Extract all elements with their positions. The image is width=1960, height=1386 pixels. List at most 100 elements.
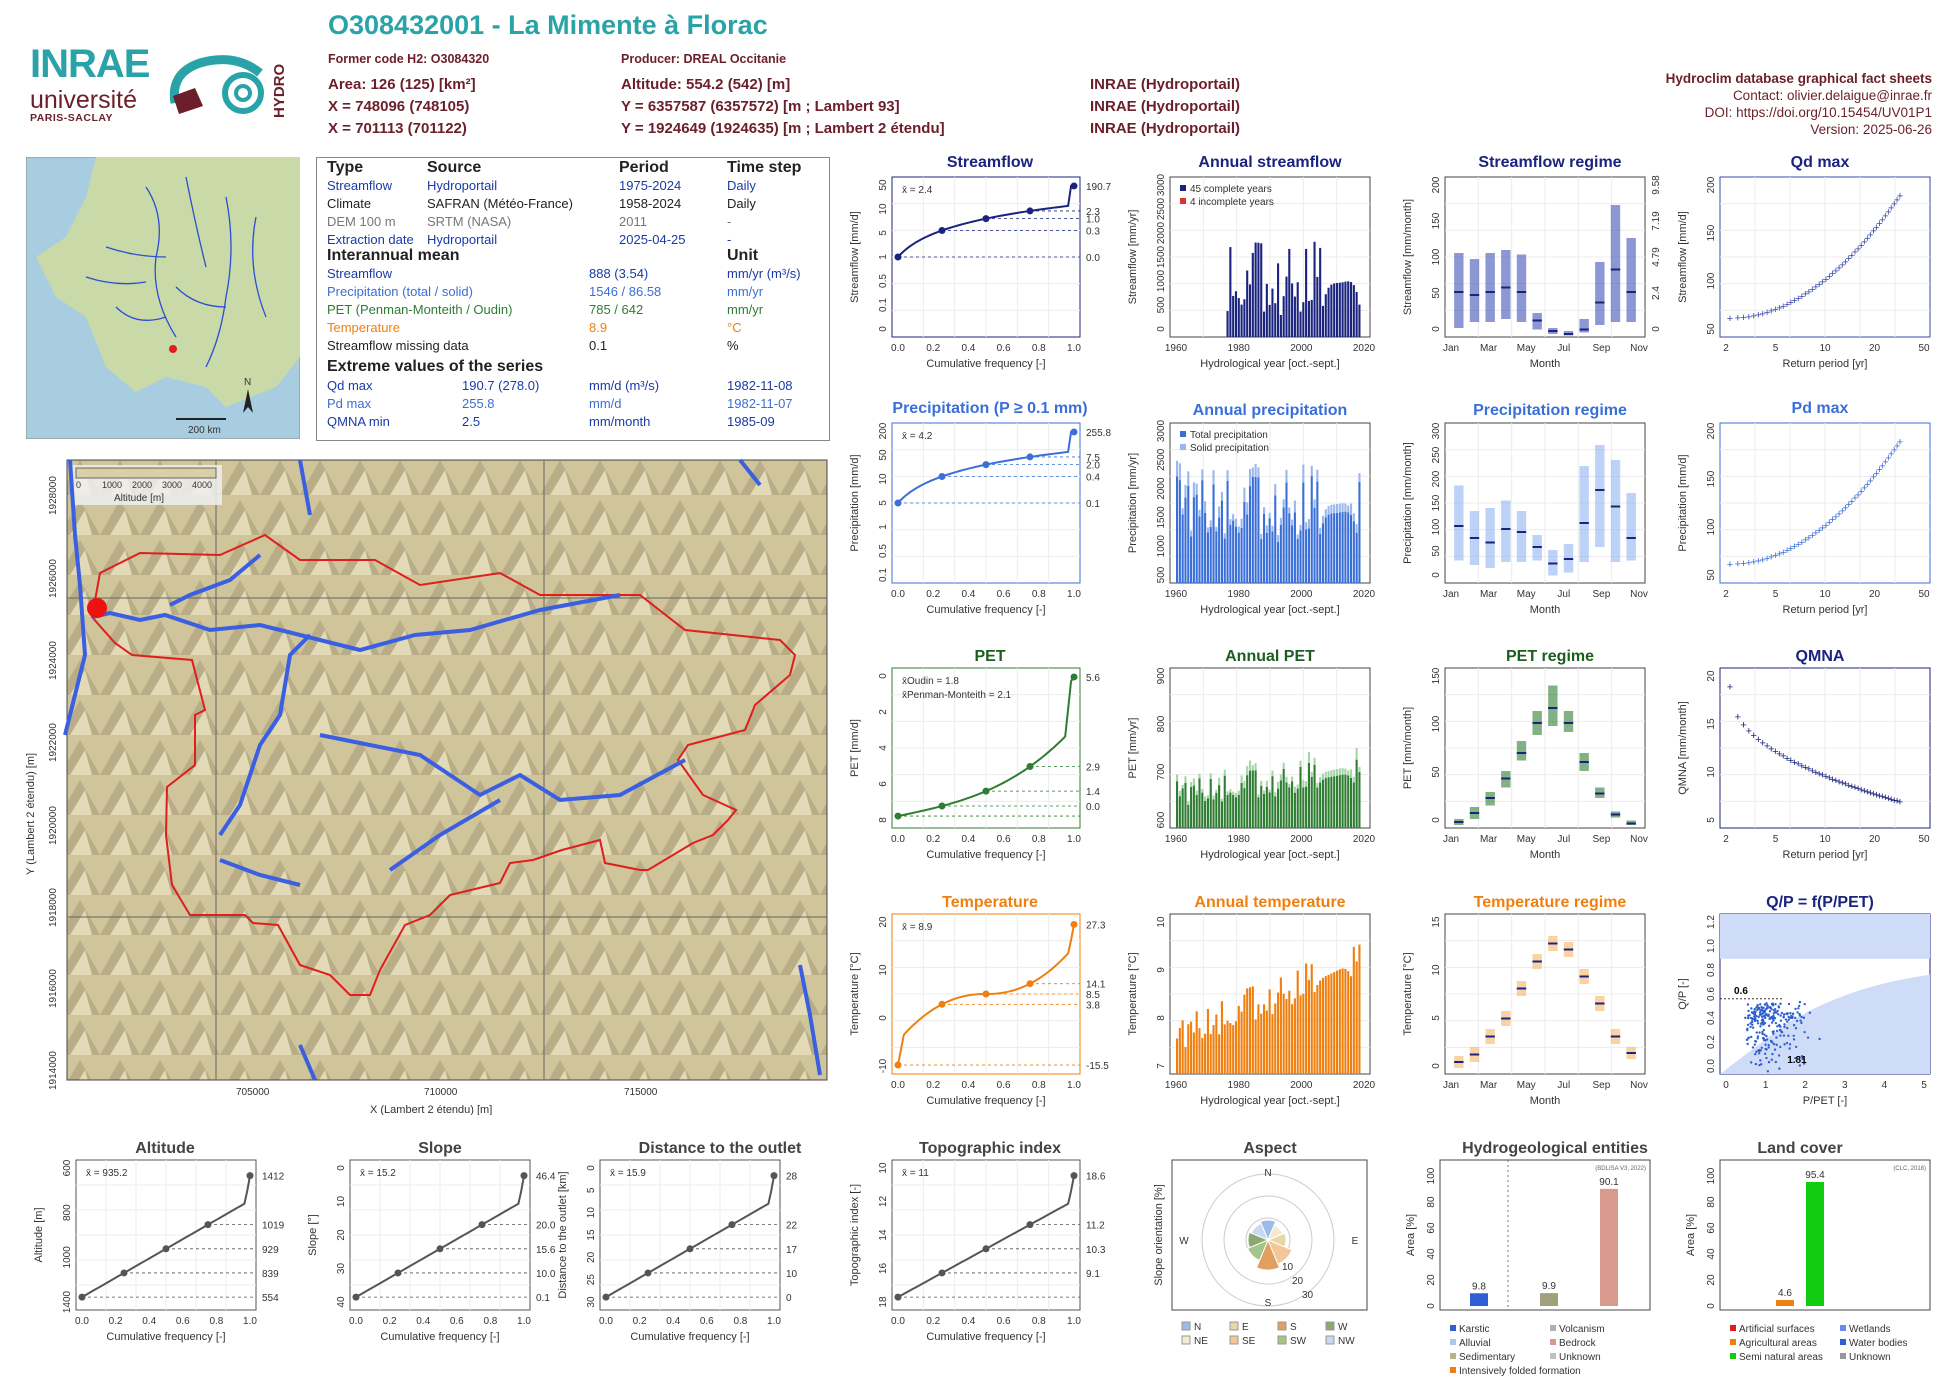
- qp-point: [1771, 1052, 1774, 1056]
- qp-limit-area: [1720, 974, 1930, 1074]
- year-bar: [1184, 782, 1187, 828]
- y-tick: 0.1: [878, 298, 889, 312]
- x-tick: 0.8: [1032, 1080, 1046, 1091]
- observation-point: +: [1788, 297, 1794, 309]
- year-bar: [1299, 311, 1302, 337]
- right-tick: 1019: [262, 1221, 285, 1232]
- map-xtick: 715000: [624, 1087, 658, 1098]
- x-tick: Mar: [1480, 834, 1498, 845]
- year-bar: [1305, 786, 1308, 828]
- x-tick: 5: [1921, 1080, 1927, 1091]
- year-bar: [1277, 788, 1280, 828]
- year-bar: [1279, 780, 1282, 828]
- month-range: [1579, 319, 1589, 333]
- right-tick: 190.7: [1086, 182, 1111, 193]
- observation-point: +: [1823, 274, 1829, 286]
- year-bar: [1220, 500, 1223, 583]
- aspect-sector: [1267, 1239, 1293, 1265]
- observation-point: +: [1746, 311, 1752, 323]
- qp-point: [1751, 1023, 1754, 1026]
- qp-point: [1788, 1043, 1792, 1046]
- extreme-row-label: Pd max: [327, 396, 372, 411]
- observation-point: +: [1819, 522, 1825, 534]
- observation-point: +: [1740, 312, 1746, 324]
- extreme-row-value: 255.8: [462, 396, 495, 411]
- year-bar: [1352, 521, 1355, 583]
- year-bar: [1187, 485, 1190, 583]
- y-tick: 300: [1431, 422, 1442, 439]
- year-bar: [1190, 1021, 1193, 1074]
- year-bar: [1296, 538, 1299, 583]
- y-axis-label: PET [mm/yr]: [1127, 718, 1139, 779]
- x-tick: 1.0: [1067, 1080, 1081, 1091]
- x-tick: 2000: [1290, 343, 1313, 354]
- month-range: [1595, 445, 1605, 547]
- year-bar-overlay: [1204, 796, 1207, 801]
- year-bar-overlay: [1218, 506, 1221, 518]
- observation-point: +: [1750, 310, 1756, 322]
- observation-point: +: [1861, 482, 1867, 494]
- observation-point: +: [1806, 764, 1812, 776]
- qp-point: [1782, 1034, 1786, 1037]
- year-bar: [1347, 775, 1350, 828]
- year-bar-overlay: [1260, 533, 1263, 539]
- map-xlabel: X (Lambert 2 étendu) [m]: [370, 1104, 492, 1115]
- year-bar: [1335, 775, 1339, 828]
- year-bar-overlay: [1293, 786, 1296, 793]
- y-axis-label: PET [mm/d]: [849, 719, 861, 777]
- observation-point: +: [1764, 741, 1770, 753]
- qp-point: [1755, 1014, 1758, 1018]
- right-tick: 0.1: [1086, 499, 1100, 510]
- y-tick: 20: [336, 1229, 347, 1241]
- altitude: Altitude: 554.2 (542) [m]: [621, 76, 791, 93]
- year-bar: [1316, 787, 1319, 828]
- right-tick: 0.4: [1086, 472, 1100, 483]
- year-bar: [1234, 797, 1238, 828]
- year-bar-overlay: [1268, 512, 1271, 519]
- observation-point: +: [1882, 211, 1888, 223]
- title-streamflow-regime: Streamflow regime: [1478, 154, 1622, 171]
- year-bar: [1296, 282, 1299, 337]
- doi-link[interactable]: DOI: https://doi.org/10.15454/UV01P1: [1704, 105, 1932, 120]
- year-bar: [1176, 781, 1179, 828]
- altitude-chart: Cumulative frequency [-] Altitude [m] 0.0 0…: [33, 1159, 285, 1343]
- streamflow_cdf-chart: Cumulative frequency [-] Streamflow [mm/d…: [849, 176, 1111, 370]
- year-bar-overlay: [1187, 801, 1190, 805]
- year-bar-overlay: [1184, 776, 1187, 783]
- qp-point: [1756, 1037, 1759, 1040]
- qp-point: [1755, 1031, 1758, 1034]
- qp-point: [1750, 1007, 1753, 1010]
- legend-label: Bedrock: [1559, 1338, 1597, 1349]
- right-tick: 554: [262, 1293, 279, 1304]
- year-bar: [1349, 777, 1353, 828]
- year-bar-overlay: [1212, 795, 1215, 800]
- qp-point: [1773, 1017, 1777, 1020]
- x-tick: 5: [1773, 834, 1779, 845]
- observation-point: +: [1852, 782, 1858, 794]
- year-bar: [1268, 989, 1271, 1074]
- source-row-source: SRTM (NASA): [427, 214, 512, 229]
- y-tick: 6: [878, 781, 889, 787]
- qp-point: [1765, 1038, 1769, 1041]
- year-bar: [1355, 759, 1358, 828]
- y-tick: 0.8: [1706, 963, 1717, 977]
- qp-point: [1750, 1020, 1754, 1024]
- qp-point: [1749, 1022, 1752, 1025]
- observation-point: +: [1873, 789, 1879, 801]
- qp-point: [1801, 1057, 1804, 1061]
- title-aspect: Aspect: [1243, 1140, 1297, 1157]
- title-qd-max: Qd max: [1790, 154, 1850, 171]
- year-bar: [1279, 525, 1282, 583]
- year-bar: [1319, 533, 1322, 583]
- x-tick: 0.0: [75, 1316, 89, 1327]
- observation-point: +: [1802, 289, 1808, 301]
- x-tick: 5: [1773, 589, 1779, 600]
- observation-point: +: [1839, 505, 1845, 517]
- year-bar: [1226, 1020, 1229, 1074]
- year-bar: [1302, 482, 1305, 583]
- year-bar: [1265, 283, 1268, 337]
- y-tick: 5: [878, 500, 889, 506]
- year-bar-overlay: [1302, 464, 1305, 483]
- contact[interactable]: Contact: olivier.delaigue@inrae.fr: [1732, 88, 1932, 103]
- y-tick: 1500: [1156, 245, 1167, 268]
